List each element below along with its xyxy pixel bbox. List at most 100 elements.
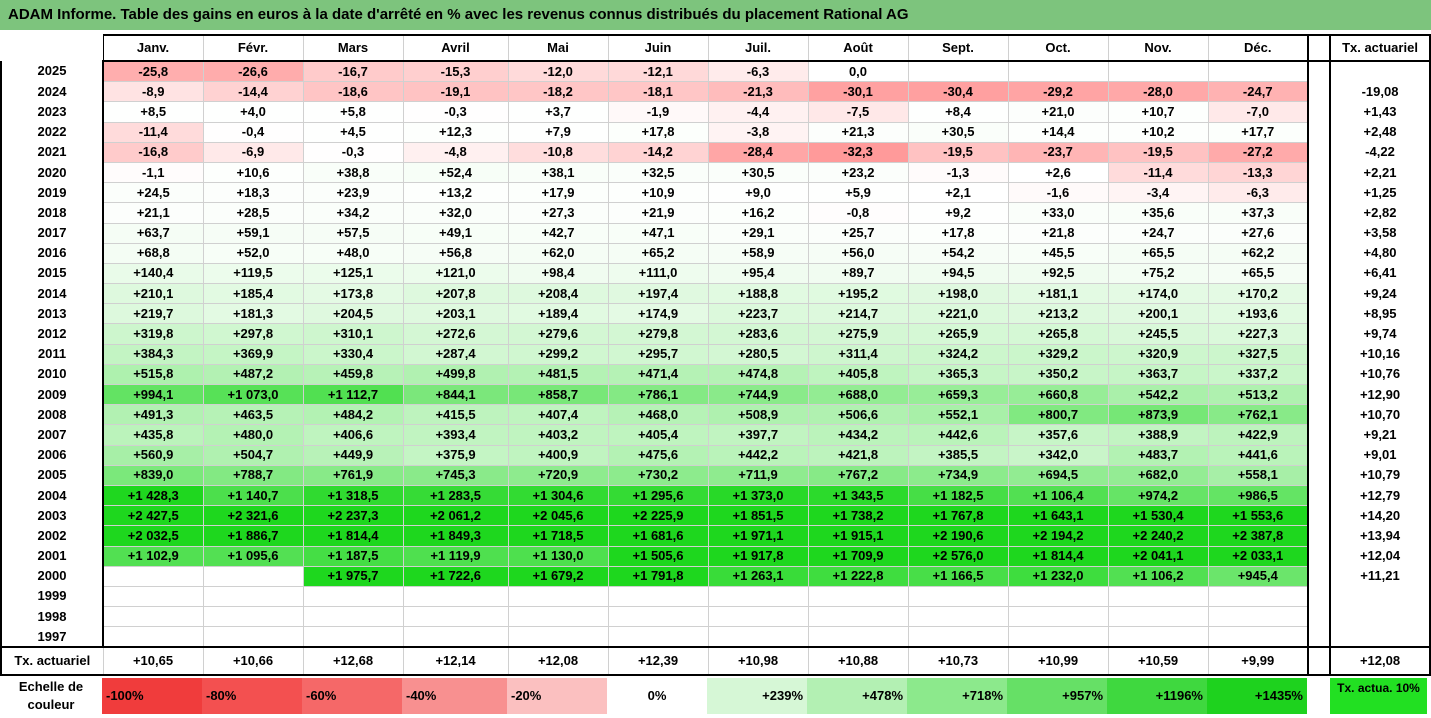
- year-row: 1997: [0, 626, 1431, 649]
- gain-cell: [707, 585, 809, 608]
- legend-swatch: 0%: [607, 678, 707, 714]
- gain-cell: +2 576,0: [907, 545, 1009, 567]
- month-header: Juil.: [707, 34, 809, 62]
- gain-cell: +52,0: [202, 242, 304, 264]
- gain-cell: +660,8: [1007, 383, 1109, 406]
- gain-cell: [402, 626, 509, 649]
- gain-cell: [507, 585, 609, 608]
- gain-cell: +484,2: [302, 404, 404, 426]
- gain-cell: -14,2: [607, 141, 709, 163]
- gain-cell: +5,9: [807, 182, 909, 204]
- gain-cell: +1 505,6: [607, 545, 709, 567]
- tx-cell: +10,70: [1329, 404, 1431, 425]
- gain-cell: +280,5: [707, 343, 809, 365]
- gain-cell: +994,1: [102, 383, 204, 406]
- gain-cell: +1 709,9: [807, 545, 909, 567]
- tx-cell: +9,74: [1329, 323, 1431, 345]
- gain-cell: -4,8: [402, 141, 509, 163]
- gain-cell: +1 791,8: [607, 565, 709, 587]
- year-row: 2014 +210,1 +185,4 +173,8 +207,8 +208,4 +197,4…: [0, 283, 1431, 305]
- gain-cell: -19,5: [907, 141, 1009, 163]
- gain-cell: [102, 606, 204, 628]
- gain-cell: [907, 60, 1009, 83]
- gain-cell: +4,0: [202, 101, 304, 123]
- month-header: Déc.: [1207, 34, 1309, 62]
- gain-cell: +21,8: [1007, 222, 1109, 244]
- gain-cell: +297,8: [202, 323, 304, 345]
- gain-cell: +1 263,1: [707, 565, 809, 587]
- gain-cell: +181,1: [1007, 283, 1109, 305]
- gain-cell: +659,3: [907, 383, 1009, 406]
- tx-cell: +10,79: [1329, 465, 1431, 486]
- gain-cell: -0,3: [302, 141, 404, 163]
- gain-cell: [402, 606, 509, 628]
- gain-cell: -1,6: [1007, 182, 1109, 204]
- gain-cell: [1107, 60, 1209, 83]
- gain-cell: +170,2: [1207, 283, 1309, 305]
- tx-cell: +4,80: [1329, 243, 1431, 264]
- footer-cell: +12,14: [402, 646, 509, 677]
- gain-cell: +45,5: [1007, 242, 1109, 264]
- gain-cell: +2 045,6: [507, 505, 609, 527]
- gain-cell: -30,4: [907, 81, 1009, 103]
- gain-cell: +1 553,6: [1207, 505, 1309, 527]
- legend-swatch: -20%: [507, 678, 607, 714]
- gain-cell: +13,2: [402, 182, 509, 204]
- gain-cell: +449,9: [302, 444, 404, 466]
- gain-cell: -1,3: [907, 161, 1009, 184]
- gain-cell: +59,1: [202, 222, 304, 244]
- gain-cell: +730,2: [607, 464, 709, 486]
- gain-cell: +1 851,5: [707, 505, 809, 527]
- gain-cell: +181,3: [202, 303, 304, 325]
- gain-cell: +213,2: [1007, 303, 1109, 325]
- gain-cell: +2 190,6: [907, 525, 1009, 547]
- month-header: Févr.: [202, 34, 304, 62]
- gain-cell: +1 917,8: [707, 545, 809, 567]
- column-gap: [1308, 485, 1330, 506]
- year-label: 2014: [0, 283, 104, 304]
- year-label: 2018: [0, 202, 104, 223]
- gain-cell: +2 240,2: [1107, 525, 1209, 547]
- gain-cell: +1 814,4: [1007, 545, 1109, 567]
- gain-cell: +210,1: [102, 283, 204, 305]
- gain-cell: +986,5: [1207, 484, 1309, 507]
- gain-cell: +17,8: [907, 222, 1009, 244]
- gain-cell: +1 295,6: [607, 484, 709, 507]
- gain-cell: -0,4: [202, 121, 304, 143]
- gain-cell: +2 321,6: [202, 505, 304, 527]
- gain-cell: +682,0: [1107, 464, 1209, 486]
- gain-cell: [1207, 60, 1309, 83]
- gain-cell: +65,2: [607, 242, 709, 264]
- column-gap: [1308, 142, 1330, 163]
- gain-cell: +275,9: [807, 323, 909, 345]
- gain-cell: +272,6: [402, 323, 509, 345]
- column-gap: [1308, 384, 1330, 405]
- gain-cell: +62,0: [507, 242, 609, 264]
- gain-cell: +324,2: [907, 343, 1009, 365]
- gain-cell: [202, 606, 304, 628]
- gain-cell: -10,8: [507, 141, 609, 163]
- gain-cell: [202, 626, 304, 649]
- tx-header: Tx. actuariel: [1329, 34, 1431, 62]
- year-label: 2007: [0, 424, 104, 446]
- gain-cell: +542,2: [1107, 383, 1209, 406]
- gain-cell: +422,9: [1207, 424, 1309, 446]
- year-label: 2000: [0, 566, 104, 587]
- gain-cell: +17,9: [507, 182, 609, 204]
- gain-cell: +221,0: [907, 303, 1009, 325]
- gain-cell: +1 767,8: [907, 505, 1009, 527]
- gain-cell: +400,9: [507, 444, 609, 466]
- gain-cell: +57,5: [302, 222, 404, 244]
- gain-cell: [102, 565, 204, 587]
- gain-cell: +189,4: [507, 303, 609, 325]
- gain-cell: +405,8: [807, 363, 909, 386]
- year-row: 2002 +2 032,5 +1 886,7 +1 814,4 +1 849,3 +1 7…: [0, 525, 1431, 547]
- gain-cell: +471,4: [607, 363, 709, 386]
- gain-cell: +30,5: [907, 121, 1009, 143]
- gain-cell: +111,0: [607, 262, 709, 285]
- gain-cell: [1207, 626, 1309, 649]
- gain-cell: -11,4: [102, 121, 204, 143]
- gain-cell: +508,9: [707, 404, 809, 426]
- gain-cell: -28,4: [707, 141, 809, 163]
- gain-cell: +421,8: [807, 444, 909, 466]
